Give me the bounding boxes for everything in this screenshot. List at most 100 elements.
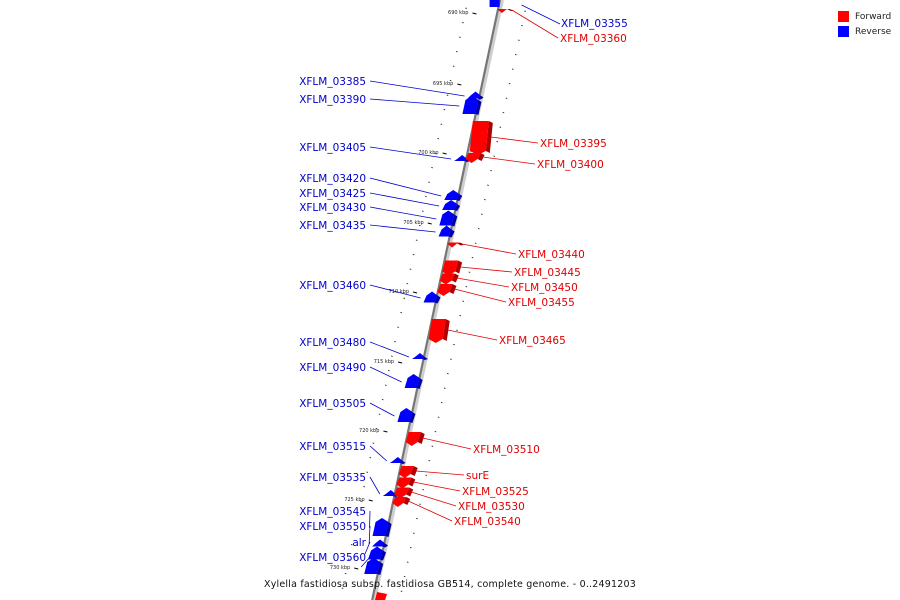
forward-gene (398, 466, 418, 478)
forward-gene (428, 319, 450, 343)
gene-label[interactable]: XFLM_03355 (561, 18, 628, 30)
gene-label[interactable]: XFLM_03390 (299, 94, 366, 106)
gene-features (364, 0, 514, 600)
gene-leader-line (368, 525, 371, 545)
gene-leader-line (456, 277, 510, 288)
tick-label: 690 kbp (448, 10, 468, 16)
reverse-gene (404, 374, 423, 389)
forward-gene (392, 497, 411, 507)
gene-leader-line (521, 4, 561, 25)
major-tick (397, 361, 403, 364)
gene-label[interactable]: XFLM_03405 (299, 142, 366, 154)
major-tick (412, 291, 418, 294)
legend-item-forward: Forward (838, 9, 891, 24)
major-tick (442, 152, 447, 155)
major-tick (383, 430, 388, 433)
reverse-gene (411, 353, 428, 360)
forward-swatch (838, 11, 849, 22)
major-tick (427, 222, 432, 225)
gene-label[interactable]: XFLM_03550 (299, 521, 366, 533)
forward-gene (465, 153, 485, 163)
gene-label[interactable]: XFLM_03385 (299, 76, 366, 88)
gene-label[interactable]: XFLM_03450 (511, 282, 578, 294)
tick-label: 715 kbp (374, 359, 394, 365)
gene-label[interactable]: XFLM_03490 (299, 362, 366, 374)
gene-leader-line (422, 437, 472, 450)
gene-label[interactable]: XFLM_03445 (514, 267, 581, 279)
gene-label[interactable]: XFLM_03510 (473, 444, 540, 456)
gene-label[interactable]: XFLM_03545 (299, 506, 366, 518)
gene-label[interactable]: surE (466, 470, 489, 482)
gene-leader-line (369, 177, 442, 197)
reverse-gene (462, 96, 482, 115)
forward-gene (396, 477, 416, 489)
gene-label[interactable]: XFLM_03465 (499, 335, 566, 347)
tick-label: 725 kbp (344, 497, 364, 503)
forward-gene (394, 487, 414, 499)
gene-leader-line (369, 341, 410, 358)
gene-label[interactable]: XFLM_03560 (299, 552, 366, 564)
gene-label[interactable]: XFLM_03515 (299, 441, 366, 453)
gene-leader-line (490, 136, 539, 144)
tick-label: 700 kbp (418, 150, 438, 156)
reverse-gene (489, 0, 500, 7)
gene-label[interactable]: XFLM_03455 (508, 297, 575, 309)
gene-leader-line (369, 284, 421, 299)
reverse-gene (372, 539, 389, 548)
gene-leader-line (364, 541, 371, 555)
gene-label[interactable]: XFLM_03360 (560, 33, 627, 45)
reverse-gene (454, 155, 471, 162)
gene-leader-line (369, 146, 452, 160)
gene-leader-line (369, 206, 437, 220)
gene-leader-line (369, 192, 440, 207)
gene-label[interactable]: XFLM_03525 (462, 486, 529, 498)
gene-leader-line (360, 556, 371, 568)
major-tick (472, 12, 477, 15)
legend: Forward Reverse (838, 9, 891, 39)
tick-label: 720 kbp (359, 428, 379, 434)
forward-gene (442, 260, 463, 276)
reverse-gene (423, 291, 441, 304)
gene-label[interactable]: XFLM_03460 (299, 280, 366, 292)
gene-label[interactable]: XFLM_03530 (458, 501, 525, 513)
gene-label[interactable]: XFLM_03400 (537, 159, 604, 171)
gene-leader-line (415, 470, 465, 476)
forward-gene (405, 432, 425, 446)
gene-label[interactable]: XFLM_03395 (540, 138, 607, 150)
tick-marks: 690 kbp 695 kbp 700 kbp 705 kbp 710 kbp 715 k… (330, 7, 526, 592)
gene-leader-line (454, 288, 507, 303)
gene-label[interactable]: XFLM_03430 (299, 202, 366, 214)
forward-gene (469, 121, 493, 155)
gene-leader-line (460, 266, 513, 273)
gene-label[interactable]: XFLM_03480 (299, 337, 366, 349)
forward-gene-partial (375, 592, 388, 600)
major-tick (354, 567, 359, 570)
gene-leader-line (369, 224, 436, 233)
major-tick (457, 83, 462, 86)
gene-leader-line (461, 243, 517, 255)
gene-label[interactable]: XFLM_03440 (518, 249, 585, 261)
forward-gene (439, 273, 459, 285)
gene-label[interactable]: XFLM_03535 (299, 472, 366, 484)
forward-gene (447, 242, 465, 248)
gene-leader-line (408, 500, 453, 522)
forward-label: Forward (855, 11, 892, 22)
gene-leader-line (482, 156, 536, 165)
tick-label: 705 kbp (403, 220, 423, 226)
gene-labels: XFLM_03355 XFLM_03385 XFLM_03390 XFLM_03405… (299, 4, 628, 568)
gene-leader-line (447, 329, 498, 341)
tick-label: 710 kbp (389, 289, 409, 295)
reverse-gene (444, 190, 463, 201)
gene-leader-line (369, 366, 402, 383)
reverse-gene (389, 457, 406, 464)
gene-leader-line (369, 402, 395, 417)
reverse-gene (439, 210, 458, 227)
gene-label[interactable]: XFLM_03540 (454, 516, 521, 528)
gene-label[interactable]: XFLM_03425 (299, 188, 366, 200)
gene-label[interactable]: alr (352, 537, 366, 549)
forward-gene (437, 284, 457, 296)
gene-label[interactable]: XFLM_03435 (299, 220, 366, 232)
gene-label[interactable]: XFLM_03505 (299, 398, 366, 410)
gene-label[interactable]: XFLM_03420 (299, 173, 366, 185)
gene-leader-line (369, 476, 381, 495)
